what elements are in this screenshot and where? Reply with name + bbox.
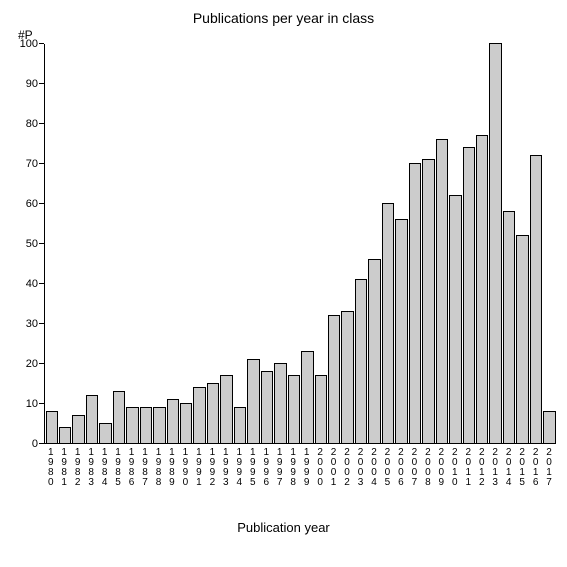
bar (489, 43, 501, 443)
bar (99, 423, 111, 443)
y-tick-label: 0 (8, 438, 38, 450)
bar (395, 219, 407, 443)
bar (167, 399, 179, 443)
y-tick-label: 80 (8, 118, 38, 130)
bar (463, 147, 475, 443)
x-tick-label: 1981 (57, 444, 70, 488)
x-axis-label: Publication year (0, 520, 567, 535)
x-tick-label: 1984 (98, 444, 111, 488)
y-tick-label: 10 (8, 398, 38, 410)
chart-title: Publications per year in class (0, 10, 567, 26)
bar (261, 371, 273, 443)
x-tick-label: 1997 (273, 444, 286, 488)
x-tick-label: 2005 (381, 444, 394, 488)
x-tick-label: 1982 (71, 444, 84, 488)
x-tick-label: 1988 (152, 444, 165, 488)
bar (422, 159, 434, 443)
x-tick-label: 1996 (260, 444, 273, 488)
x-tick-label: 2002 (340, 444, 353, 488)
bar (72, 415, 84, 443)
x-tick-label: 2016 (529, 444, 542, 488)
y-tick-label: 40 (8, 278, 38, 290)
x-tick-label: 2014 (502, 444, 515, 488)
x-tick-label: 2000 (313, 444, 326, 488)
x-tick-label: 2001 (327, 444, 340, 488)
bar (530, 155, 542, 443)
y-tick-label: 20 (8, 358, 38, 370)
bar (180, 403, 192, 443)
x-tick-label: 1992 (206, 444, 219, 488)
x-tick-label: 2003 (354, 444, 367, 488)
x-tick-label: 1986 (125, 444, 138, 488)
x-tick-label: 2017 (542, 444, 555, 488)
y-tick-label: 90 (8, 78, 38, 90)
y-tick-label: 100 (8, 38, 38, 50)
x-tick-label: 1994 (233, 444, 246, 488)
bar (503, 211, 515, 443)
y-tick-label: 70 (8, 158, 38, 170)
x-tick-label: 1983 (84, 444, 97, 488)
x-tick-label: 1987 (138, 444, 151, 488)
x-tick-label: 2009 (435, 444, 448, 488)
bar (341, 311, 353, 443)
x-tick-label: 2008 (421, 444, 434, 488)
bar (86, 395, 98, 443)
bar (476, 135, 488, 443)
x-tick-label: 2013 (488, 444, 501, 488)
x-tick-label: 1993 (219, 444, 232, 488)
bar (193, 387, 205, 443)
bar (315, 375, 327, 443)
bar (46, 411, 58, 443)
bar (207, 383, 219, 443)
bar (436, 139, 448, 443)
bar (220, 375, 232, 443)
x-tick-label: 1989 (165, 444, 178, 488)
x-tick-label: 2006 (394, 444, 407, 488)
y-tick-label: 50 (8, 238, 38, 250)
x-tick-label: 1985 (111, 444, 124, 488)
bar (301, 351, 313, 443)
x-tick-label: 2007 (408, 444, 421, 488)
x-tick-label: 1990 (179, 444, 192, 488)
bar (368, 259, 380, 443)
plot-area (44, 44, 556, 444)
x-tick-label: 1991 (192, 444, 205, 488)
x-tick-label: 2011 (462, 444, 475, 488)
y-tick-label: 30 (8, 318, 38, 330)
x-tick-label: 1980 (44, 444, 57, 488)
bar (234, 407, 246, 443)
bar (516, 235, 528, 443)
bar (382, 203, 394, 443)
x-tick-label: 1995 (246, 444, 259, 488)
bar (126, 407, 138, 443)
bar (153, 407, 165, 443)
bars-group (45, 44, 556, 443)
x-tick-label: 1999 (300, 444, 313, 488)
bar (288, 375, 300, 443)
bar (113, 391, 125, 443)
y-axis-ticks: 0102030405060708090100 (0, 44, 44, 444)
bar (247, 359, 259, 443)
bar (59, 427, 71, 443)
x-axis-ticks: 1980198119821983198419851986198719881989… (44, 444, 556, 488)
bar (328, 315, 340, 443)
bar (409, 163, 421, 443)
bar (543, 411, 555, 443)
bar (140, 407, 152, 443)
bar (274, 363, 286, 443)
x-tick-label: 2004 (367, 444, 380, 488)
bar (449, 195, 461, 443)
x-tick-label: 2010 (448, 444, 461, 488)
x-tick-label: 2015 (515, 444, 528, 488)
chart-container: Publications per year in class #P 010203… (0, 0, 567, 567)
bar (355, 279, 367, 443)
x-tick-label: 1998 (286, 444, 299, 488)
x-tick-label: 2012 (475, 444, 488, 488)
y-tick-label: 60 (8, 198, 38, 210)
